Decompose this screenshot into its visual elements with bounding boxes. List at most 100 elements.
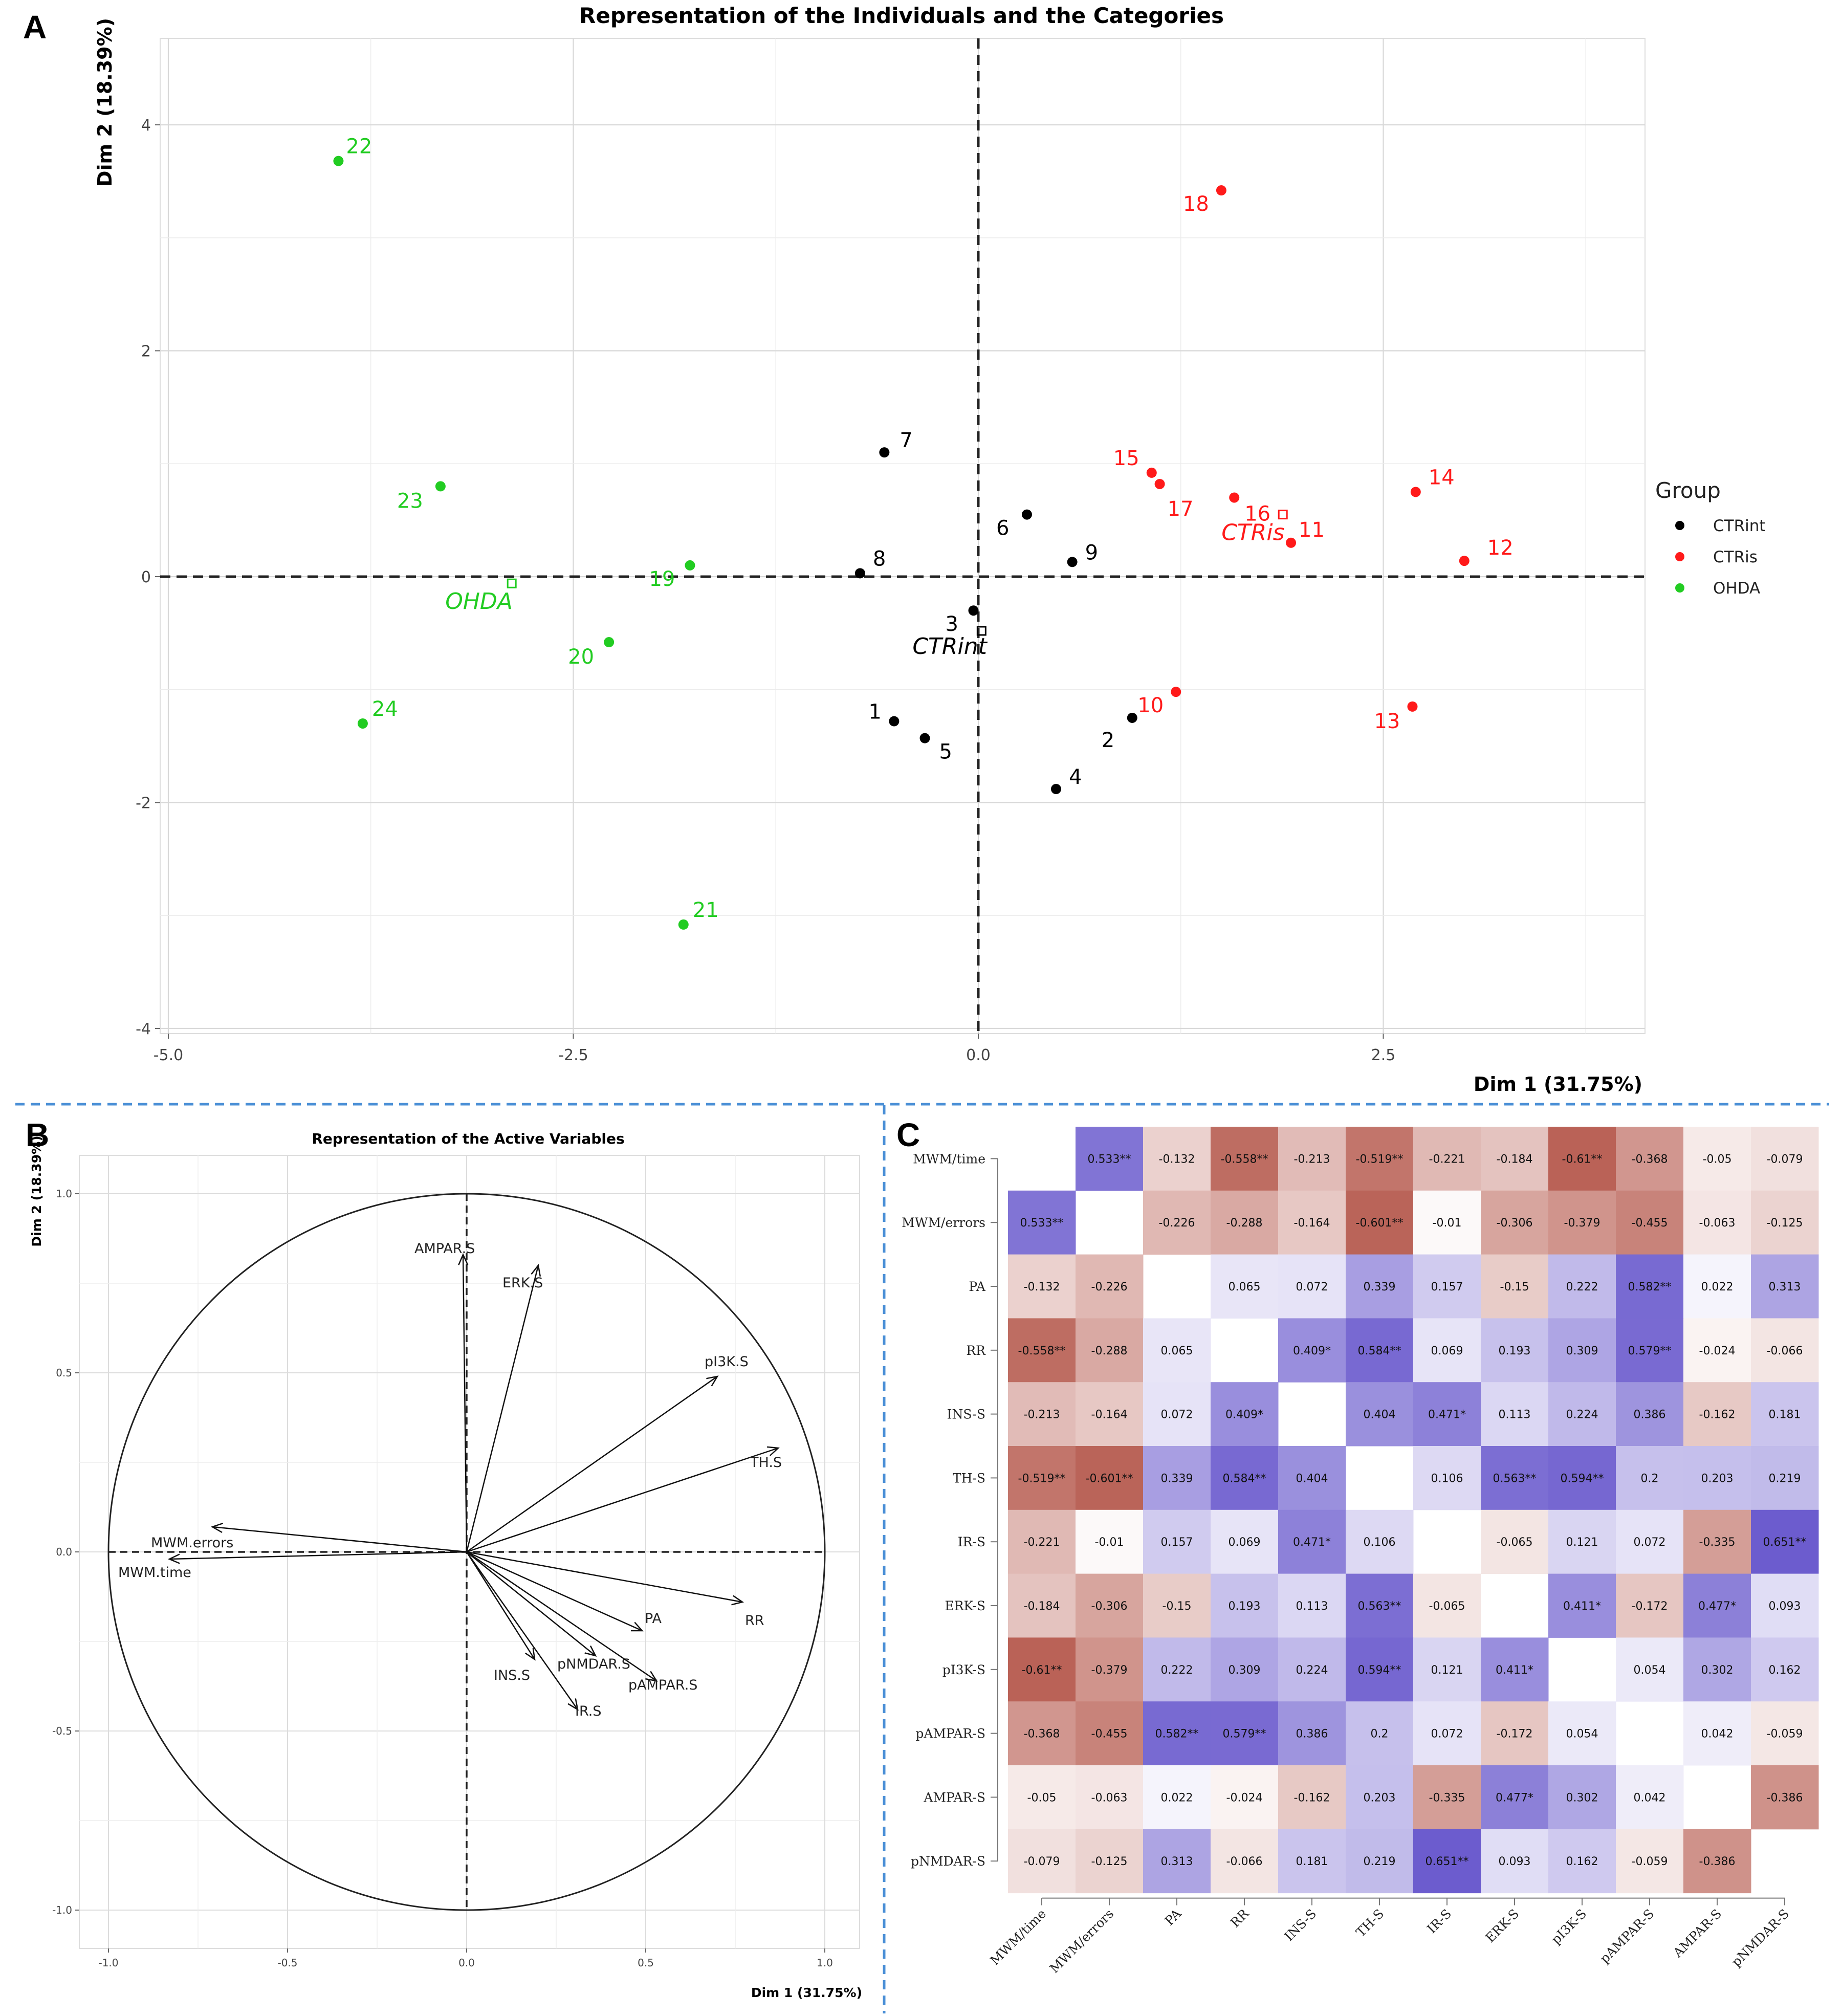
heatmap-cell-value: 0.042 xyxy=(1701,1728,1734,1741)
chart-a-point-label: 16 xyxy=(1244,502,1270,525)
heatmap-cell xyxy=(1481,1701,1549,1766)
heatmap-cell xyxy=(1413,1318,1481,1383)
heatmap-cell xyxy=(1548,1829,1616,1894)
heatmap-cell xyxy=(1751,1637,1819,1702)
heatmap-cell xyxy=(1278,1765,1346,1830)
chart-b-arrow-label: pNMDAR.S xyxy=(557,1656,630,1672)
heatmap-cell-value: 0.054 xyxy=(1566,1728,1598,1741)
heatmap-cell xyxy=(1008,1446,1076,1510)
heatmap-cell-value: 0.471* xyxy=(1428,1409,1466,1421)
chart-a-point-label: 21 xyxy=(693,899,719,922)
heatmap-cell-value: 0.579** xyxy=(1223,1728,1266,1741)
heatmap-cell-value: 0.162 xyxy=(1769,1664,1801,1677)
heatmap-cell-value: 0.339 xyxy=(1161,1472,1193,1485)
panel-a-letter: A xyxy=(23,9,47,46)
heatmap-cell xyxy=(1346,1318,1414,1383)
chart-b-arrow-line xyxy=(466,1551,596,1656)
heatmap-cell-value: -0.306 xyxy=(1497,1217,1533,1230)
chart-a-point-label: 18 xyxy=(1183,192,1209,216)
chart-a-point xyxy=(854,568,865,579)
chart-b-arrow-label: pAMPAR.S xyxy=(628,1677,697,1693)
heatmap-cell-value: 0.309 xyxy=(1229,1664,1261,1677)
chart-b-arrow-label: INS.S xyxy=(494,1668,530,1683)
heatmap-cell-value: -0.558** xyxy=(1221,1153,1268,1166)
chart-b-arrow-label: IR.S xyxy=(575,1703,601,1719)
heatmap-cell-value: 0.203 xyxy=(1701,1472,1734,1485)
chart-b-xtick-label: 0.0 xyxy=(458,1957,475,1969)
heatmap-cell xyxy=(1616,1254,1684,1319)
chart-a-category-marker xyxy=(1278,510,1288,520)
chart-b-arrow-line xyxy=(466,1375,718,1553)
chart-b-ticks: -1.0 -0.5 0.0 0.5 1.0 1.0 0.5 0.0 -0.5 -1.0 xyxy=(52,1188,833,1969)
heatmap-cell-value: 0.224 xyxy=(1566,1409,1598,1421)
heatmap-cell xyxy=(1616,1318,1684,1383)
heatmap-cell xyxy=(1413,1637,1481,1702)
heatmap-cell-value: 0.582** xyxy=(1628,1281,1672,1294)
heatmap-cell xyxy=(1143,1127,1211,1191)
heatmap-cell xyxy=(1683,1701,1751,1766)
chart-b-ytick-label: 1.0 xyxy=(56,1188,72,1200)
chart-b-arrow-head xyxy=(731,1595,744,1606)
heatmap-cell xyxy=(1008,1829,1076,1894)
chart-a-point xyxy=(879,447,890,458)
chart-b-xtick-label: 1.0 xyxy=(817,1957,833,1969)
panel-b-letter: B xyxy=(26,1116,49,1153)
heatmap-cell-value: -0.066 xyxy=(1226,1855,1263,1868)
heatmap-cell xyxy=(1616,1190,1684,1255)
chart-b-arrow-line xyxy=(466,1551,743,1603)
heatmap-cell xyxy=(1008,1509,1076,1574)
heatmap-cell-value: -0.01 xyxy=(1433,1217,1462,1230)
heatmap-cell-value: -0.172 xyxy=(1497,1728,1533,1741)
chart-a-grid xyxy=(160,38,1646,1034)
chart-a-point-label: 6 xyxy=(996,517,1009,540)
chart-b-ytick-label: 0.5 xyxy=(56,1367,72,1379)
heatmap-cell xyxy=(1211,1765,1279,1830)
heatmap-cell-value: -0.05 xyxy=(1703,1153,1732,1166)
heatmap-cell-value: 0.193 xyxy=(1229,1600,1261,1613)
chart-a-xtick-label: 0.0 xyxy=(966,1046,991,1064)
heatmap-cell xyxy=(1683,1509,1751,1574)
chart-a-xtick-label: -5.0 xyxy=(154,1046,184,1064)
heatmap-cell xyxy=(1346,1701,1414,1766)
chart-b-arrow-head xyxy=(210,1522,224,1533)
chart-a-point-label: 22 xyxy=(346,135,372,159)
heatmap-cell xyxy=(1616,1637,1684,1702)
heatmap-cell-value: -0.379 xyxy=(1091,1664,1128,1677)
chart-b-arrow-line xyxy=(212,1526,467,1553)
heatmap-cell xyxy=(1751,1127,1819,1191)
heatmap-cell xyxy=(1278,1573,1346,1638)
heatmap-row-label: pNMDAR-S xyxy=(911,1854,985,1869)
heatmap-cell xyxy=(1008,1637,1076,1702)
heatmap-cell-value: -0.519** xyxy=(1018,1472,1066,1485)
chart-b-title: Representation of the Active Variables xyxy=(312,1130,624,1147)
heatmap-row-label: IR-S xyxy=(958,1535,985,1549)
heatmap-cell-value: 0.651** xyxy=(1426,1855,1469,1868)
heatmap-cell-value: 0.477* xyxy=(1698,1600,1736,1613)
heatmap-row-label: MWM/time xyxy=(913,1151,985,1166)
heatmap-cell xyxy=(1683,1190,1751,1255)
heatmap-cell xyxy=(1278,1509,1346,1574)
heatmap-cell-value: -0.455 xyxy=(1091,1728,1128,1741)
chart-a-point-label: 4 xyxy=(1069,765,1082,789)
heatmap-cell-value: 0.411* xyxy=(1563,1600,1601,1613)
heatmap-cell-value: 0.409* xyxy=(1293,1345,1331,1357)
chart-a-legend-swatch xyxy=(1675,583,1684,593)
chart-a-point xyxy=(685,560,695,571)
heatmap-cell-value: -0.059 xyxy=(1767,1728,1803,1741)
heatmap-col-label: pI3K-S xyxy=(1548,1906,1589,1947)
chart-a-point xyxy=(1410,487,1421,497)
chart-b-arrow-label: pI3K.S xyxy=(705,1354,749,1370)
chart-b-arrow-label: PA xyxy=(645,1611,662,1627)
chart-b-arrow-line xyxy=(466,1265,539,1552)
chart-b-arrow-head xyxy=(630,1621,644,1632)
heatmap-cell-value: -0.132 xyxy=(1024,1281,1060,1294)
chart-b-arrow-head xyxy=(706,1375,719,1387)
heatmap-cell xyxy=(1481,1637,1549,1702)
heatmap-col-label: INS-S xyxy=(1281,1906,1319,1944)
heatmap-cell-value: 0.106 xyxy=(1364,1536,1396,1549)
chart-b-arrow-line xyxy=(466,1551,536,1660)
chart-b-arrow-line xyxy=(466,1551,643,1632)
heatmap-col-label: TH-S xyxy=(1353,1906,1387,1940)
heatmap-cell-value: -0.065 xyxy=(1429,1600,1465,1613)
